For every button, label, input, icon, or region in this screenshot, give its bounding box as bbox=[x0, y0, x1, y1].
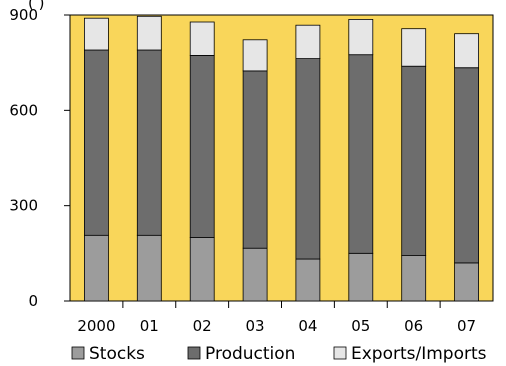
bar-exports-imports-03 bbox=[242, 39, 268, 72]
bar-production-02 bbox=[189, 55, 215, 238]
y-tick-label-900: 900 bbox=[9, 6, 38, 24]
bar-production-03 bbox=[242, 70, 268, 249]
bar-stocks-2000 bbox=[84, 234, 109, 302]
bar-exports-imports-04 bbox=[295, 24, 321, 60]
legend-swatch-exports-imports bbox=[333, 346, 347, 360]
bar-production-07 bbox=[454, 67, 480, 264]
legend-swatch-stocks bbox=[71, 346, 85, 360]
bar-exports-imports-05 bbox=[348, 18, 374, 56]
bar-exports-imports-01 bbox=[136, 15, 162, 51]
bar-production-01 bbox=[136, 49, 162, 236]
bar-production-2000 bbox=[84, 49, 109, 236]
x-tick-label-01: 01 bbox=[140, 317, 159, 335]
x-tick-label-2000: 2000 bbox=[77, 317, 115, 335]
y-tick-label-600: 600 bbox=[9, 101, 38, 119]
x-tick-label-05: 05 bbox=[351, 317, 370, 335]
x-tick-label-04: 04 bbox=[298, 317, 317, 335]
y-tick-label-300: 300 bbox=[9, 197, 38, 215]
x-tick-label-06: 06 bbox=[404, 317, 423, 335]
x-tick-label-02: 02 bbox=[193, 317, 212, 335]
bar-exports-imports-02 bbox=[189, 21, 215, 56]
x-tick-label-03: 03 bbox=[246, 317, 265, 335]
y-axis: 0 300 600 900 bbox=[9, 6, 70, 310]
bar-stocks-03 bbox=[242, 247, 268, 302]
bar-production-04 bbox=[295, 58, 321, 260]
bar-exports-imports-06 bbox=[401, 28, 427, 67]
clipped-header-text: ( ) bbox=[28, 0, 44, 12]
x-axis: 2000 01 02 03 04 05 06 07 bbox=[77, 301, 476, 335]
legend-swatch-production bbox=[187, 346, 201, 360]
plot-background bbox=[69, 14, 494, 302]
bar-exports-imports-2000 bbox=[84, 17, 109, 51]
x-tick-label-07: 07 bbox=[457, 317, 476, 335]
bar-exports-imports-07 bbox=[454, 33, 480, 69]
bar-production-06 bbox=[401, 65, 427, 256]
bars-group bbox=[84, 15, 480, 302]
bar-stocks-06 bbox=[401, 255, 427, 302]
legend-label-exports-imports: Exports/Imports bbox=[351, 344, 487, 364]
y-tick-label-0: 0 bbox=[28, 292, 38, 310]
bar-stocks-01 bbox=[136, 234, 162, 302]
bar-stocks-02 bbox=[189, 236, 215, 302]
bar-stocks-04 bbox=[295, 258, 321, 302]
legend-label-production: Production bbox=[205, 344, 295, 364]
bar-stocks-07 bbox=[454, 262, 480, 302]
legend: Stocks Production Exports/Imports bbox=[71, 344, 487, 364]
bar-production-05 bbox=[348, 54, 374, 254]
bar-stocks-05 bbox=[348, 252, 374, 302]
legend-label-stocks: Stocks bbox=[89, 344, 145, 364]
plot-area bbox=[69, 14, 494, 302]
